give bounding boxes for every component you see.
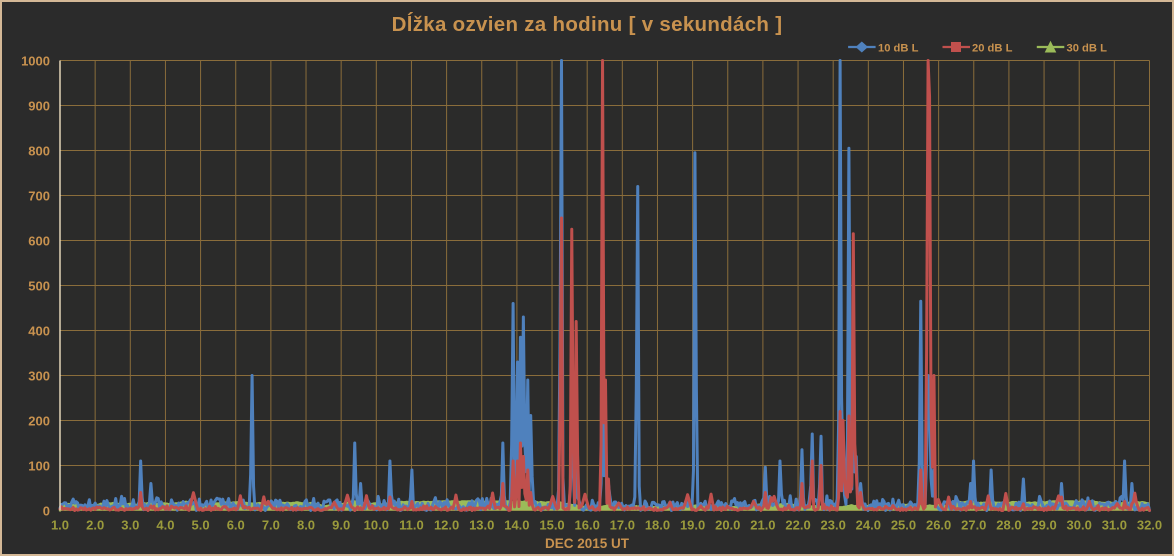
svg-text:23.0: 23.0: [821, 517, 846, 532]
svg-text:11.0: 11.0: [399, 517, 424, 532]
svg-text:24.0: 24.0: [856, 517, 881, 532]
svg-text:300: 300: [28, 369, 50, 384]
svg-text:28.0: 28.0: [996, 517, 1021, 532]
svg-text:10.0: 10.0: [364, 517, 389, 532]
svg-text:8.0: 8.0: [297, 517, 315, 532]
svg-text:2.0: 2.0: [86, 517, 104, 532]
svg-text:25.0: 25.0: [891, 517, 916, 532]
svg-text:32.0: 32.0: [1137, 517, 1162, 532]
svg-text:21.0: 21.0: [750, 517, 775, 532]
svg-text:100: 100: [28, 459, 50, 474]
svg-text:4.0: 4.0: [156, 517, 174, 532]
svg-text:600: 600: [28, 234, 50, 249]
svg-text:22.0: 22.0: [785, 517, 810, 532]
svg-text:26.0: 26.0: [926, 517, 951, 532]
svg-text:13.0: 13.0: [469, 517, 494, 532]
svg-text:15.0: 15.0: [539, 517, 564, 532]
svg-text:19.0: 19.0: [680, 517, 705, 532]
svg-text:1000: 1000: [21, 54, 50, 69]
svg-text:200: 200: [28, 414, 50, 429]
svg-text:17.0: 17.0: [610, 517, 635, 532]
svg-text:5.0: 5.0: [192, 517, 210, 532]
svg-text:500: 500: [28, 279, 50, 294]
svg-text:29.0: 29.0: [1031, 517, 1056, 532]
svg-text:6.0: 6.0: [227, 517, 245, 532]
svg-text:700: 700: [28, 189, 50, 204]
svg-text:900: 900: [28, 99, 50, 114]
svg-text:18.0: 18.0: [645, 517, 670, 532]
svg-text:31.0: 31.0: [1102, 517, 1127, 532]
svg-text:7.0: 7.0: [262, 517, 280, 532]
svg-text:400: 400: [28, 324, 50, 339]
svg-text:14.0: 14.0: [504, 517, 529, 532]
svg-text:30.0: 30.0: [1067, 517, 1092, 532]
svg-text:0: 0: [43, 504, 50, 519]
svg-text:12.0: 12.0: [434, 517, 459, 532]
svg-text:27.0: 27.0: [961, 517, 986, 532]
svg-text:1.0: 1.0: [51, 517, 69, 532]
svg-text:16.0: 16.0: [575, 517, 600, 532]
svg-text:3.0: 3.0: [121, 517, 139, 532]
svg-text:800: 800: [28, 144, 50, 159]
svg-text:9.0: 9.0: [332, 517, 350, 532]
svg-text:20.0: 20.0: [715, 517, 740, 532]
